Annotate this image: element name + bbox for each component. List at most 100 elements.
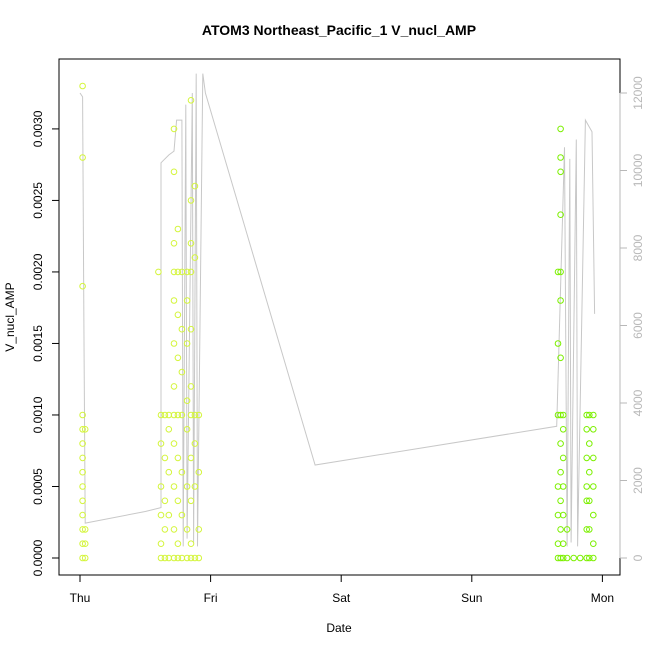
data-point xyxy=(157,511,165,519)
data-point xyxy=(559,554,567,562)
data-point xyxy=(183,426,191,433)
y-tick-label: 0.0015 xyxy=(31,325,45,362)
data-point xyxy=(195,554,203,562)
data-point xyxy=(583,454,591,462)
data-point xyxy=(79,440,86,447)
data-point xyxy=(174,225,182,233)
data-point xyxy=(161,497,169,505)
data-point xyxy=(81,526,89,533)
y-right-tick-label: 12000 xyxy=(631,76,645,110)
x-axis: Thu Fri Sat Sun Mon xyxy=(70,574,614,605)
data-point xyxy=(170,526,178,533)
data-point xyxy=(563,554,571,562)
data-point xyxy=(583,483,591,490)
data-point xyxy=(187,325,195,333)
y-axis-left: 0.0000 0.0005 0.0010 0.0015 0.0020 0.0025 0.00… xyxy=(31,110,60,576)
data-point xyxy=(557,268,564,276)
y-right-tick-label: 0 xyxy=(631,554,645,561)
data-point xyxy=(79,454,86,462)
y-tick-label: 0.0005 xyxy=(31,468,45,505)
data-point xyxy=(559,454,567,462)
y-right-tick-label: 10000 xyxy=(631,153,645,187)
data-point xyxy=(195,411,203,419)
data-point xyxy=(170,340,178,347)
data-point xyxy=(81,426,89,433)
x-tick-label: Fri xyxy=(204,591,218,605)
data-point xyxy=(590,454,597,462)
data-point xyxy=(165,511,173,519)
data-point xyxy=(183,297,191,304)
data-point xyxy=(559,426,567,433)
data-point xyxy=(559,411,567,419)
data-point xyxy=(557,211,564,218)
data-point xyxy=(161,526,169,533)
data-point xyxy=(161,454,169,462)
data-point xyxy=(557,440,564,447)
data-point xyxy=(174,354,182,362)
data-point xyxy=(178,368,186,376)
data-point xyxy=(79,282,86,290)
data-point xyxy=(195,526,203,533)
data-point xyxy=(174,268,182,276)
data-point xyxy=(187,540,195,548)
data-point xyxy=(178,468,186,476)
data-point xyxy=(170,268,178,276)
data-point xyxy=(157,540,165,548)
data-point xyxy=(170,168,178,176)
data-point xyxy=(170,383,178,390)
scatter-points-layer xyxy=(79,82,597,562)
data-point xyxy=(586,468,593,476)
data-point xyxy=(157,554,165,562)
data-point xyxy=(187,97,195,104)
data-point xyxy=(157,483,165,490)
data-point xyxy=(170,554,178,562)
y-tick-label: 0.0000 xyxy=(31,539,45,576)
data-point xyxy=(79,468,86,476)
data-point xyxy=(79,526,86,533)
data-point xyxy=(183,268,191,276)
data-point xyxy=(554,268,562,276)
data-point xyxy=(183,397,191,405)
x-tick-label: Thu xyxy=(70,591,91,605)
data-point xyxy=(590,483,597,490)
x-tick-label: Sun xyxy=(461,591,482,605)
data-point xyxy=(174,497,182,505)
data-point xyxy=(586,440,593,447)
data-point xyxy=(557,125,564,133)
data-point xyxy=(187,240,195,247)
data-point xyxy=(170,240,178,247)
data-point xyxy=(191,411,199,419)
data-point xyxy=(187,411,195,419)
data-point xyxy=(170,411,178,419)
data-point xyxy=(557,554,564,562)
data-point xyxy=(155,268,162,276)
data-point xyxy=(174,554,182,562)
y-right-tick-label: 2000 xyxy=(631,467,645,494)
data-point xyxy=(170,440,178,447)
data-point xyxy=(79,497,86,505)
data-point xyxy=(187,197,195,204)
data-point xyxy=(557,297,564,304)
x-tick-label: Sat xyxy=(332,591,351,605)
data-point xyxy=(590,540,597,548)
data-point xyxy=(191,254,199,261)
data-point xyxy=(157,440,165,447)
data-point xyxy=(183,340,191,347)
data-point xyxy=(170,125,178,133)
y-tick-label: 0.0030 xyxy=(31,110,45,147)
data-point xyxy=(557,468,564,476)
data-point xyxy=(178,325,186,333)
data-point xyxy=(583,526,591,533)
data-point xyxy=(183,483,191,490)
data-point xyxy=(174,454,182,462)
data-point xyxy=(191,440,199,447)
y-right-tick-label: 4000 xyxy=(631,389,645,416)
data-point xyxy=(557,168,564,176)
data-point xyxy=(557,354,564,362)
data-point xyxy=(590,554,597,562)
data-point xyxy=(590,411,597,419)
data-point xyxy=(576,554,584,562)
data-point xyxy=(178,511,186,519)
data-point xyxy=(559,483,567,490)
